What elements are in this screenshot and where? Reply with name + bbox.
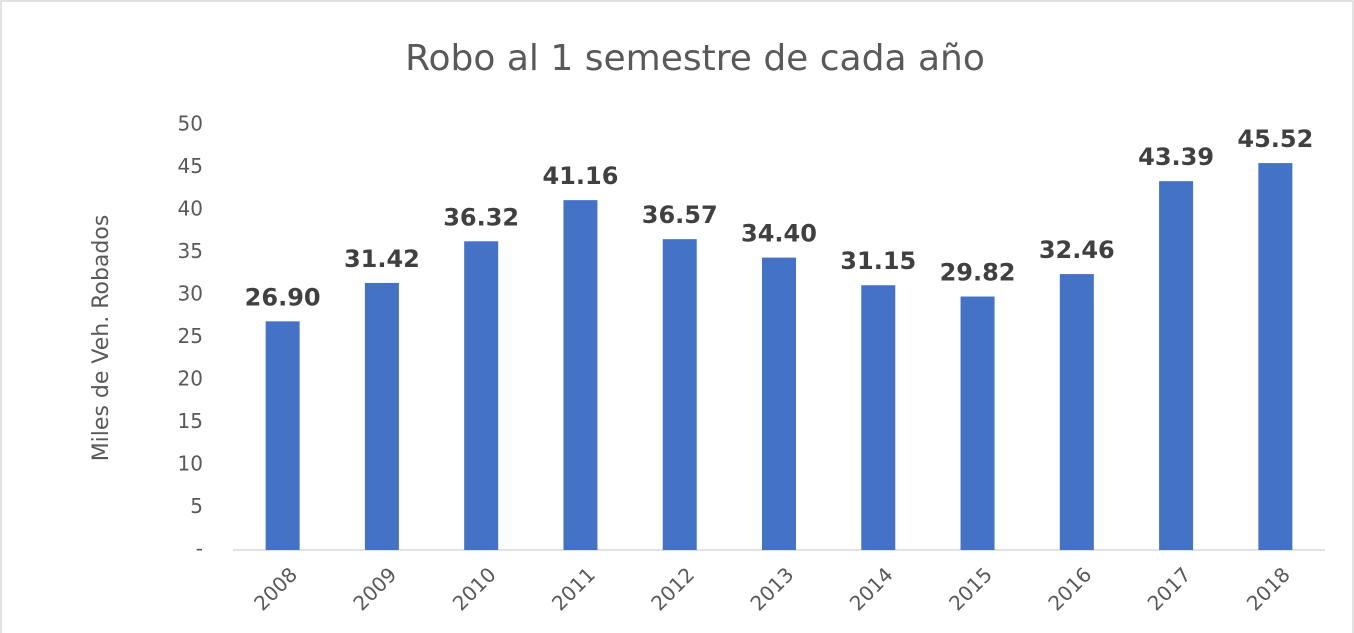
- y-tick-label: 5: [190, 494, 203, 518]
- y-axis-label: Miles de Veh. Robados: [89, 215, 114, 462]
- bar: [1059, 274, 1094, 550]
- bar: [464, 241, 499, 550]
- data-label: 34.40: [741, 220, 817, 248]
- bar: [364, 282, 399, 550]
- bar: [861, 285, 896, 550]
- bar: [563, 200, 598, 550]
- y-tick-label: 50: [178, 112, 203, 136]
- data-label: 45.52: [1237, 125, 1313, 153]
- y-tick-label: 45: [178, 154, 203, 178]
- bar: [1159, 181, 1194, 550]
- data-label: 36.57: [642, 201, 718, 229]
- y-tick-label: 15: [178, 409, 203, 433]
- y-tick-label: 35: [178, 239, 203, 263]
- bar: [960, 296, 995, 550]
- bar: [1258, 163, 1293, 550]
- data-label: 31.42: [344, 245, 420, 273]
- data-label: 41.16: [542, 162, 618, 190]
- data-label: 26.90: [245, 283, 321, 311]
- y-tick-label: 25: [178, 324, 203, 348]
- y-tick-label: 30: [178, 282, 203, 306]
- y-tick-label: 10: [178, 452, 203, 476]
- bar: [662, 239, 697, 550]
- y-tick-label: -: [196, 537, 203, 561]
- chart-title: Robo al 1 semestre de cada año: [405, 38, 985, 79]
- data-label: 31.15: [840, 247, 916, 275]
- bar: [762, 257, 796, 550]
- y-tick-label: 20: [178, 367, 203, 391]
- y-tick-label: 40: [178, 197, 203, 221]
- data-label: 32.46: [1039, 236, 1115, 264]
- data-label: 43.39: [1138, 143, 1214, 171]
- data-label: 36.32: [443, 203, 519, 231]
- bar: [265, 321, 300, 550]
- data-label: 29.82: [940, 259, 1016, 287]
